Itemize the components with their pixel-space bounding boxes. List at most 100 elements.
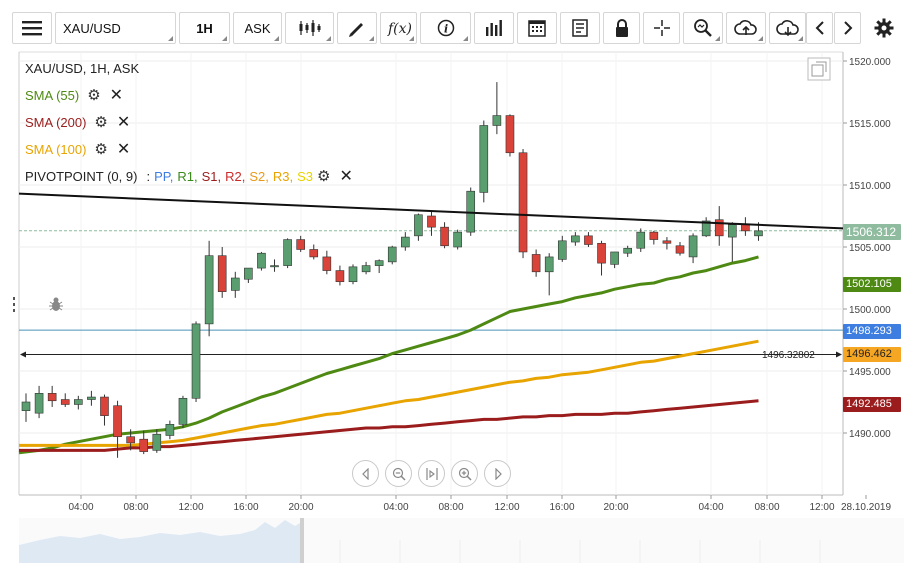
- sma55-label[interactable]: SMA (55): [25, 88, 80, 103]
- bear-candle: [309, 244, 319, 260]
- scroll-right-button[interactable]: [834, 12, 861, 44]
- y-tick-label: 1520.000: [849, 57, 891, 68]
- y-tick-label: 1505.000: [849, 243, 891, 254]
- nav-scroll-left-button[interactable]: [352, 460, 379, 487]
- crosshair-right-arrow: [836, 351, 842, 358]
- info-icon: i: [437, 19, 454, 37]
- bear-candle: [584, 232, 593, 247]
- x-tick-label: 08:00: [438, 502, 463, 513]
- bear-candle: [126, 429, 135, 451]
- bear-candle: [518, 149, 528, 259]
- left-drag-handle[interactable]: [13, 297, 15, 312]
- settings-button[interactable]: [868, 12, 900, 44]
- sma100-remove-close-icon[interactable]: ✕: [116, 140, 131, 158]
- pivot-remove-close-icon[interactable]: ✕: [339, 167, 353, 185]
- candle-body: [100, 396, 109, 416]
- zoom-button[interactable]: [683, 12, 723, 44]
- candle-body: [309, 249, 319, 258]
- candle-body: [139, 438, 149, 452]
- x-tick-label: 08:00: [123, 502, 148, 513]
- sma200-settings-gear-icon[interactable]: ⚙: [94, 114, 108, 131]
- bull-candle: [492, 82, 502, 135]
- time-axis: 04:00 08:00 12:00 16:00 20:00 04:00 08:00 12:00…: [68, 495, 891, 513]
- scroll-left-button[interactable]: [806, 12, 833, 44]
- bull-candle: [479, 120, 489, 203]
- crosshair-button[interactable]: [643, 12, 680, 44]
- hamburger-menu-icon[interactable]: [12, 12, 52, 44]
- candle-body: [21, 401, 31, 411]
- legend-title-row: XAU/USD, 1H, ASK: [25, 55, 353, 82]
- drawing-pen-icon: [349, 23, 363, 37]
- candles: [21, 82, 763, 458]
- trendline-group[interactable]: [18, 192, 844, 230]
- candle-body: [675, 245, 685, 254]
- zoom-out-icon: [392, 467, 406, 481]
- sma200-remove-close-icon[interactable]: ✕: [116, 113, 131, 131]
- drawing-tools-button[interactable]: [337, 12, 377, 44]
- x-tick-label: 20:00: [603, 502, 628, 513]
- nav-reset-view-button[interactable]: [418, 460, 445, 487]
- sma200-label[interactable]: SMA (200): [25, 115, 87, 130]
- candle-body: [257, 252, 266, 269]
- download-cloud-icon: [775, 20, 799, 37]
- bull-candle: [191, 321, 201, 402]
- lock-button[interactable]: [603, 12, 640, 44]
- candle-body: [217, 255, 227, 292]
- pivot-r3-label: R3,: [272, 169, 294, 184]
- bear-candle: [531, 249, 541, 277]
- pivot-r2-label: R2,: [225, 169, 246, 184]
- timeframe-selector[interactable]: 1H: [179, 12, 230, 44]
- sma100-label[interactable]: SMA (100): [25, 142, 87, 157]
- sma55-settings-gear-icon[interactable]: ⚙: [87, 87, 101, 104]
- info-button[interactable]: i: [420, 12, 471, 44]
- pivot-s3-label: S3: [297, 169, 313, 184]
- indicators-button[interactable]: f(x): [380, 12, 417, 44]
- download-button[interactable]: [769, 12, 806, 44]
- price-side-selector[interactable]: ASK: [233, 12, 282, 44]
- grid: [19, 52, 843, 495]
- sma100-settings-gear-icon[interactable]: ⚙: [94, 141, 108, 158]
- zoom-in-icon: [458, 467, 472, 481]
- pivot-pp-label: PP,: [154, 169, 174, 184]
- sma55-price-badge: 1502.105: [843, 277, 901, 292]
- bull-candle: [688, 233, 698, 264]
- candle-body: [244, 267, 253, 280]
- chart-type-icon: [299, 20, 320, 36]
- candle-body: [571, 235, 580, 243]
- candle-body: [636, 231, 646, 249]
- lock-icon: [615, 19, 628, 37]
- candle-body: [270, 265, 279, 268]
- x-tick-label: 08:00: [754, 502, 779, 513]
- pivot-r1-label: R1,: [177, 169, 198, 184]
- candle-body: [165, 424, 175, 436]
- report-button[interactable]: [560, 12, 600, 44]
- upload-button[interactable]: [726, 12, 766, 44]
- bull-candle: [414, 213, 423, 241]
- popout-window-icon[interactable]: [807, 57, 831, 81]
- legend-sma55-row: SMA (55) ⚙ ✕: [25, 82, 353, 109]
- nav-scroll-right-button[interactable]: [484, 460, 511, 487]
- bug-icon[interactable]: [49, 297, 63, 312]
- symbol-selector[interactable]: XAU/USD: [55, 12, 176, 44]
- bear-candle: [60, 393, 70, 407]
- nav-zoom-in-button[interactable]: [451, 460, 478, 487]
- pivot-label[interactable]: PIVOTPOINT (0, 9): [25, 169, 138, 184]
- horizontal-lines: [19, 230, 843, 358]
- bull-candle: [610, 251, 619, 269]
- bear-candle: [322, 250, 332, 275]
- volume-button[interactable]: [474, 12, 514, 44]
- sma55-remove-close-icon[interactable]: ✕: [109, 86, 124, 104]
- legend-title: XAU/USD, 1H, ASK: [25, 61, 140, 76]
- bull-candle: [544, 253, 554, 296]
- calendar-button[interactable]: [517, 12, 557, 44]
- navigator-handle[interactable]: [300, 518, 304, 563]
- pivot-settings-gear-icon[interactable]: ⚙: [317, 168, 331, 185]
- bull-candle: [270, 259, 279, 272]
- chart-type-button[interactable]: [285, 12, 334, 44]
- bear-candle: [714, 206, 724, 246]
- chart-legend: XAU/USD, 1H, ASK SMA (55) ⚙ ✕ SMA (200) …: [25, 55, 353, 190]
- dropdown-corner-icon: [369, 36, 374, 41]
- legend-sma200-row: SMA (200) ⚙ ✕: [25, 109, 353, 136]
- nav-zoom-out-button[interactable]: [385, 460, 412, 487]
